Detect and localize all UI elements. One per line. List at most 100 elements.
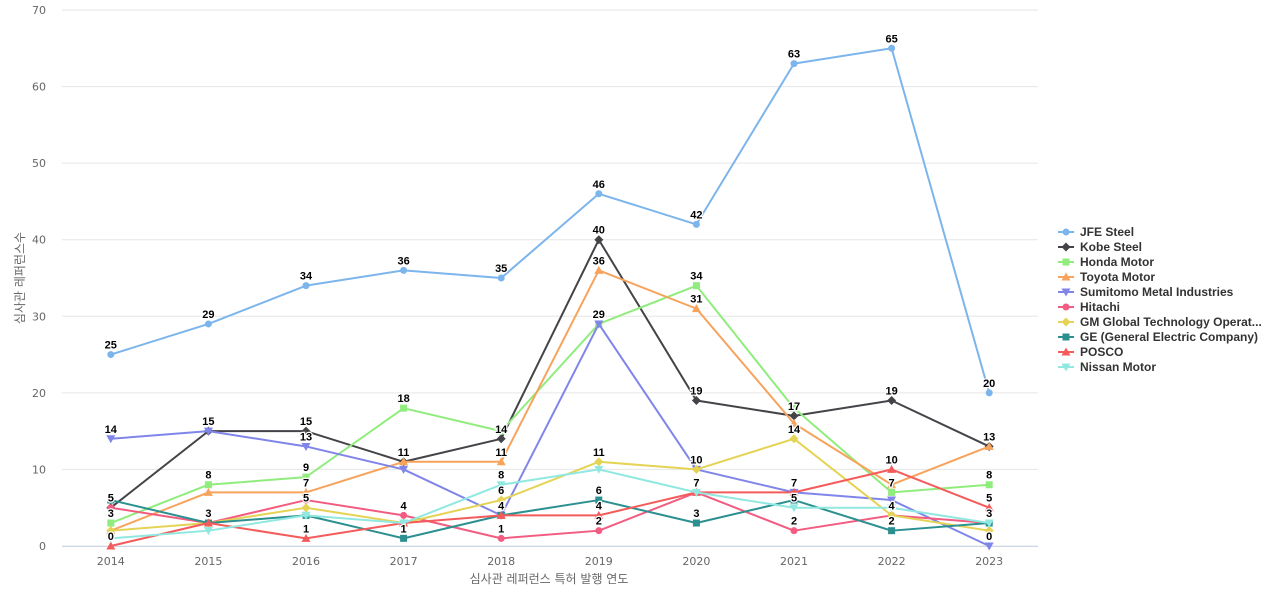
data-point[interactable]	[887, 480, 897, 489]
data-point[interactable]	[691, 304, 701, 313]
data-point[interactable]	[106, 541, 116, 550]
data-point[interactable]	[789, 504, 799, 513]
legend-item[interactable]: Honda Motor	[1058, 254, 1262, 269]
series-nissan-motor[interactable]	[106, 465, 994, 543]
data-point[interactable]	[790, 496, 798, 504]
data-point[interactable]	[888, 488, 896, 496]
data-point[interactable]	[496, 434, 506, 444]
data-point[interactable]	[595, 190, 603, 198]
data-point[interactable]	[984, 526, 994, 536]
legend-item[interactable]: JFE Steel	[1058, 224, 1262, 239]
data-point[interactable]	[789, 487, 799, 496]
data-point[interactable]	[595, 527, 603, 535]
y-tick-label: 30	[32, 310, 46, 323]
data-point[interactable]	[984, 542, 994, 551]
data-point[interactable]	[301, 487, 311, 496]
legend-marker-icon	[1058, 347, 1074, 355]
data-point[interactable]	[204, 320, 212, 328]
data-point[interactable]	[985, 389, 993, 397]
legend-item[interactable]: Toyota Motor	[1058, 269, 1262, 284]
data-point[interactable]	[400, 266, 408, 274]
x-tick-label: 2020	[682, 555, 710, 568]
data-point[interactable]	[691, 464, 701, 474]
data-point[interactable]	[302, 496, 310, 504]
series-line	[110, 269, 990, 532]
data-point[interactable]	[107, 351, 115, 359]
data-point[interactable]	[595, 496, 603, 504]
data-point[interactable]	[887, 396, 897, 406]
data-point[interactable]	[301, 533, 311, 542]
data-point[interactable]	[203, 427, 213, 436]
data-point[interactable]	[887, 504, 897, 513]
legend-item[interactable]: GE (General Electric Company)	[1058, 329, 1262, 344]
data-point[interactable]	[203, 518, 213, 527]
data-point[interactable]	[692, 220, 700, 228]
data-point[interactable]	[496, 510, 506, 519]
data-point[interactable]	[789, 434, 799, 444]
data-point[interactable]	[399, 519, 409, 528]
data-point[interactable]	[301, 511, 311, 520]
data-point[interactable]	[107, 504, 115, 512]
legend-item[interactable]: Hitachi	[1058, 299, 1262, 314]
legend-item[interactable]: Sumitomo Metal Industries	[1058, 284, 1262, 299]
data-point[interactable]	[497, 534, 505, 542]
data-point[interactable]	[790, 527, 798, 535]
data-point[interactable]	[790, 404, 798, 412]
data-point[interactable]	[106, 534, 116, 543]
data-point[interactable]	[887, 496, 897, 505]
data-point[interactable]	[496, 457, 506, 466]
data-point[interactable]	[984, 519, 994, 528]
data-label: 11	[593, 447, 605, 459]
data-point[interactable]	[400, 404, 408, 412]
data-point[interactable]	[594, 320, 604, 329]
data-point[interactable]	[302, 282, 310, 290]
series-toyota-motor[interactable]	[106, 265, 994, 535]
data-point[interactable]	[691, 488, 701, 497]
data-point[interactable]	[106, 435, 116, 444]
data-point[interactable]	[107, 496, 115, 504]
data-label: 5	[303, 493, 309, 505]
data-point[interactable]	[301, 503, 311, 513]
legend-marker-icon	[1058, 333, 1074, 340]
data-point[interactable]	[984, 503, 994, 512]
data-point[interactable]	[594, 465, 604, 474]
data-point[interactable]	[301, 426, 311, 436]
data-point[interactable]	[497, 274, 505, 282]
data-point[interactable]	[400, 511, 408, 519]
data-point[interactable]	[497, 427, 505, 435]
data-point[interactable]	[399, 465, 409, 474]
data-point[interactable]	[790, 60, 798, 68]
data-point[interactable]	[985, 481, 993, 489]
data-point[interactable]	[692, 519, 700, 527]
series-kobe-steel[interactable]	[106, 235, 994, 513]
legend-item[interactable]: Nissan Motor	[1058, 359, 1262, 374]
data-point[interactable]	[594, 235, 604, 245]
data-point[interactable]	[203, 527, 213, 536]
legend-item[interactable]: GM Global Technology Operat...	[1058, 314, 1262, 329]
data-point[interactable]	[302, 473, 310, 481]
data-point[interactable]	[496, 481, 506, 490]
data-point[interactable]	[496, 495, 506, 505]
legend-item[interactable]: Kobe Steel	[1058, 239, 1262, 254]
data-point[interactable]	[594, 265, 604, 274]
data-point[interactable]	[887, 510, 897, 520]
data-point[interactable]	[203, 487, 213, 496]
data-point[interactable]	[594, 457, 604, 467]
data-point[interactable]	[301, 442, 311, 451]
data-point[interactable]	[789, 411, 799, 421]
legend-item[interactable]: POSCO	[1058, 344, 1262, 359]
data-point[interactable]	[399, 457, 409, 466]
data-point[interactable]	[692, 282, 700, 290]
data-point[interactable]	[106, 526, 116, 536]
data-point[interactable]	[400, 534, 408, 542]
data-point[interactable]	[888, 527, 896, 535]
series-jfe-steel[interactable]	[107, 44, 993, 397]
data-point[interactable]	[888, 44, 896, 52]
data-point[interactable]	[984, 441, 994, 450]
data-point[interactable]	[594, 510, 604, 519]
data-point[interactable]	[789, 418, 799, 427]
data-point[interactable]	[887, 464, 897, 473]
data-point[interactable]	[691, 396, 701, 406]
data-point[interactable]	[107, 519, 115, 527]
data-point[interactable]	[204, 481, 212, 489]
